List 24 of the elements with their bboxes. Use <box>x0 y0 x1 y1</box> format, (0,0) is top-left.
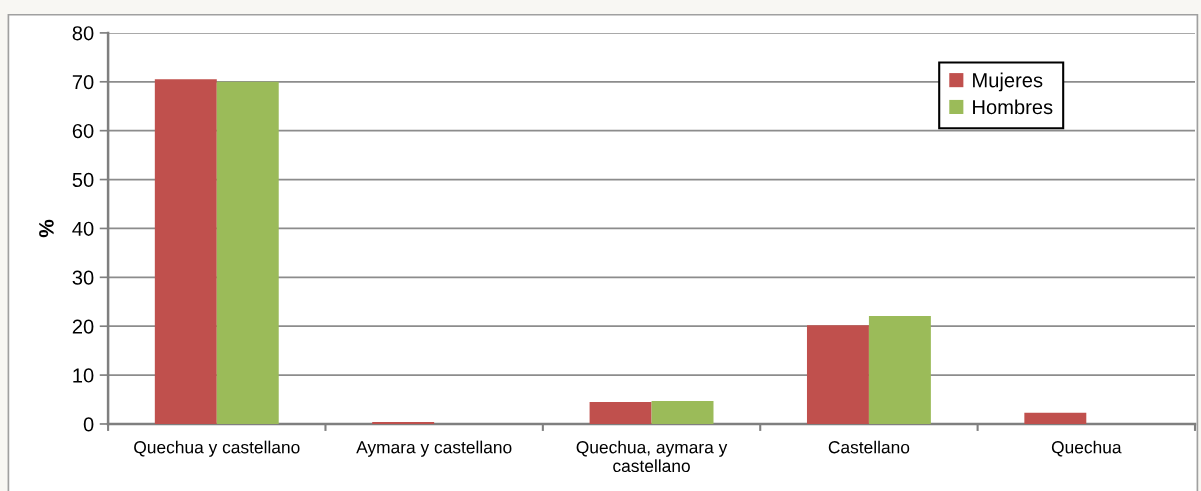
x-tick-label: Aymara y castellano <box>356 440 512 457</box>
x-tick-label: Quechua <box>1051 440 1122 457</box>
y-tick-label: 20 <box>72 319 94 334</box>
bar <box>651 401 714 424</box>
bar <box>216 81 279 424</box>
y-tick-label: 30 <box>72 270 94 285</box>
x-tick-label: Castellano <box>828 440 910 454</box>
y-tick-label: 50 <box>72 172 94 188</box>
y-tick-label: 0 <box>83 417 94 432</box>
bar <box>806 325 869 424</box>
bar <box>154 79 217 424</box>
legend-label: Hombres <box>973 99 1053 115</box>
x-tick-label: Quechua y castellano <box>134 440 300 457</box>
bar <box>589 401 652 424</box>
bar <box>1024 412 1087 424</box>
x-tick-label: Quechua, aymara y castellano <box>576 440 728 473</box>
y-tick-label: 80 <box>72 26 94 41</box>
bar <box>868 315 931 424</box>
y-tick-label: 70 <box>72 75 94 90</box>
y-tick-label: 10 <box>73 368 94 383</box>
y-tick-label: 60 <box>72 123 94 139</box>
y-axis-title: % <box>39 219 54 238</box>
legend-label: Mujeres <box>973 72 1043 92</box>
y-tick-label: 40 <box>72 221 94 236</box>
